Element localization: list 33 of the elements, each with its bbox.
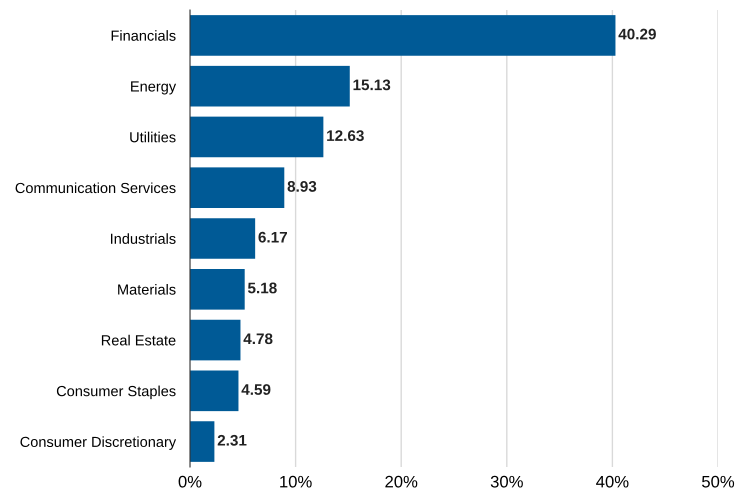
y-tick-label: Consumer Discretionary [20,436,176,450]
y-tick-label: Financials [112,30,176,41]
bar [190,167,284,208]
y-tick-label: Utilities [130,132,176,142]
data-label: 2.31 [218,434,246,446]
x-tick-label: 10% [280,476,312,488]
y-tick-label: Real Estate [102,334,176,346]
x-tick-label: 50% [702,476,734,488]
bar [190,116,324,158]
y-tick-label: Communication Services [16,182,176,194]
bar [190,320,240,360]
data-label: 4.59 [241,384,270,395]
bar [190,15,616,56]
bar [190,218,256,259]
data-label: 12.63 [327,130,364,142]
x-tick-label: 30% [490,476,523,488]
x-tick-label: 40% [596,476,628,488]
y-tick-label: Industrials [110,233,176,244]
x-tick-label: 20% [385,476,418,488]
bar [190,268,245,310]
bar [190,66,350,106]
y-tick-label: Materials [118,284,176,295]
data-label: 15.13 [354,79,390,90]
bar [190,421,214,462]
x-tick-label: 0% [178,476,202,488]
y-tick-label: Energy [131,81,176,94]
data-label: 6.17 [258,232,287,243]
bar [190,370,238,412]
y-tick-label: Consumer Staples [56,386,176,400]
data-label: 40.29 [618,28,656,40]
data-label: 8.93 [288,181,316,192]
data-label: 5.18 [248,282,277,294]
data-label: 4.78 [243,333,273,344]
